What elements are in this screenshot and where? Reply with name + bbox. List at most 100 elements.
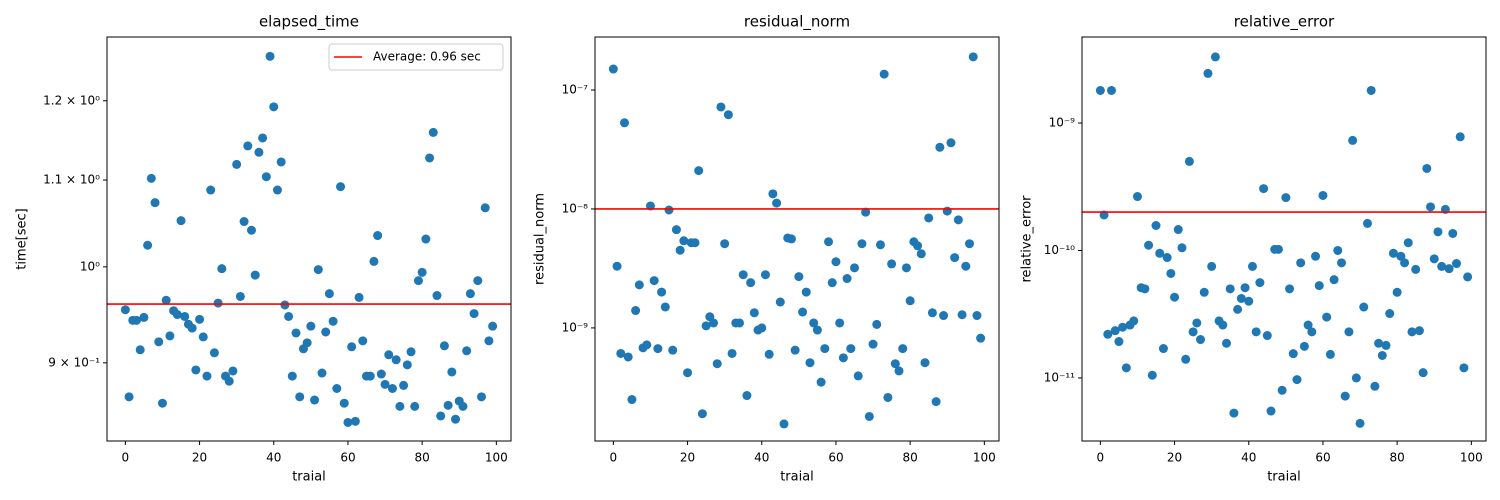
point	[265, 51, 275, 61]
point	[1388, 248, 1398, 258]
point	[339, 398, 349, 408]
point	[1303, 320, 1313, 330]
point	[1285, 284, 1295, 294]
point	[217, 264, 227, 274]
point	[1266, 406, 1276, 416]
point	[1196, 335, 1206, 345]
point	[447, 367, 457, 377]
point	[697, 409, 707, 419]
point	[432, 291, 442, 301]
point	[790, 345, 800, 355]
point	[1329, 275, 1339, 285]
point	[1273, 244, 1283, 254]
point	[157, 398, 167, 408]
point	[942, 206, 952, 216]
point	[443, 400, 453, 410]
point	[853, 371, 863, 381]
point	[373, 231, 383, 241]
point	[627, 395, 637, 405]
x-tick-label: 20	[192, 451, 207, 465]
point	[269, 102, 279, 112]
point	[176, 216, 186, 226]
point	[879, 69, 889, 79]
point	[124, 392, 134, 402]
point	[701, 321, 711, 331]
point	[1233, 304, 1243, 314]
point	[1106, 85, 1116, 95]
point	[709, 318, 719, 328]
point	[1158, 344, 1168, 354]
point	[354, 292, 364, 302]
point	[1121, 363, 1131, 373]
point	[484, 336, 494, 346]
point	[1255, 278, 1265, 288]
point	[1281, 193, 1291, 203]
point	[172, 310, 182, 320]
point	[894, 366, 904, 376]
point	[872, 319, 882, 329]
point	[1292, 375, 1302, 385]
point	[801, 287, 811, 297]
point	[191, 365, 201, 375]
x-axis-label: traial	[292, 470, 326, 485]
x-tick-label: 60	[340, 451, 355, 465]
point	[1385, 309, 1395, 319]
y-tick-label: 1.1 × 10⁰	[43, 173, 100, 187]
y-tick-label: 10⁰	[80, 259, 100, 273]
point	[1103, 329, 1113, 339]
point	[1429, 254, 1439, 264]
point	[901, 263, 911, 273]
point	[1355, 418, 1365, 428]
point	[760, 270, 770, 280]
point	[824, 237, 834, 247]
point	[391, 355, 401, 365]
point	[794, 272, 804, 282]
point	[712, 359, 722, 369]
point	[720, 239, 730, 249]
point	[749, 308, 759, 318]
point	[417, 267, 427, 277]
x-tick-label: 40	[266, 451, 281, 465]
point	[827, 278, 837, 288]
point	[1225, 284, 1235, 294]
point	[1414, 326, 1424, 336]
point	[842, 274, 852, 284]
point	[287, 371, 297, 381]
point	[350, 416, 360, 426]
point	[875, 240, 885, 250]
point	[957, 310, 967, 320]
point	[968, 52, 978, 62]
point	[660, 302, 670, 312]
x-tick-label: 20	[1167, 451, 1182, 465]
point	[1140, 284, 1150, 294]
point	[477, 392, 487, 402]
y-axis-label: time[sec]	[15, 208, 30, 269]
point	[239, 217, 249, 227]
point	[1444, 264, 1454, 274]
y-tick-label: 10⁻⁸	[562, 201, 589, 215]
x-tick-label: 0	[122, 451, 130, 465]
point	[250, 270, 260, 280]
point	[1177, 243, 1187, 253]
point	[623, 352, 633, 362]
point	[1244, 296, 1254, 306]
y-tick-label: 10⁻⁹	[562, 320, 589, 334]
point	[488, 321, 498, 331]
point	[1403, 238, 1413, 248]
x-tick-label: 60	[1315, 451, 1330, 465]
point	[619, 118, 629, 128]
subplot-title: relative_error	[1234, 13, 1335, 32]
point	[1407, 327, 1417, 337]
point	[1155, 248, 1165, 258]
x-tick-label: 0	[1097, 451, 1105, 465]
y-tick-label: 10⁻⁹	[1049, 116, 1076, 130]
point	[1322, 312, 1332, 322]
point	[838, 353, 848, 363]
point	[413, 276, 423, 286]
point	[280, 300, 290, 310]
point	[246, 225, 256, 235]
point	[462, 346, 472, 356]
y-tick-label: 1.2 × 10⁰	[43, 93, 100, 107]
point	[480, 203, 490, 213]
